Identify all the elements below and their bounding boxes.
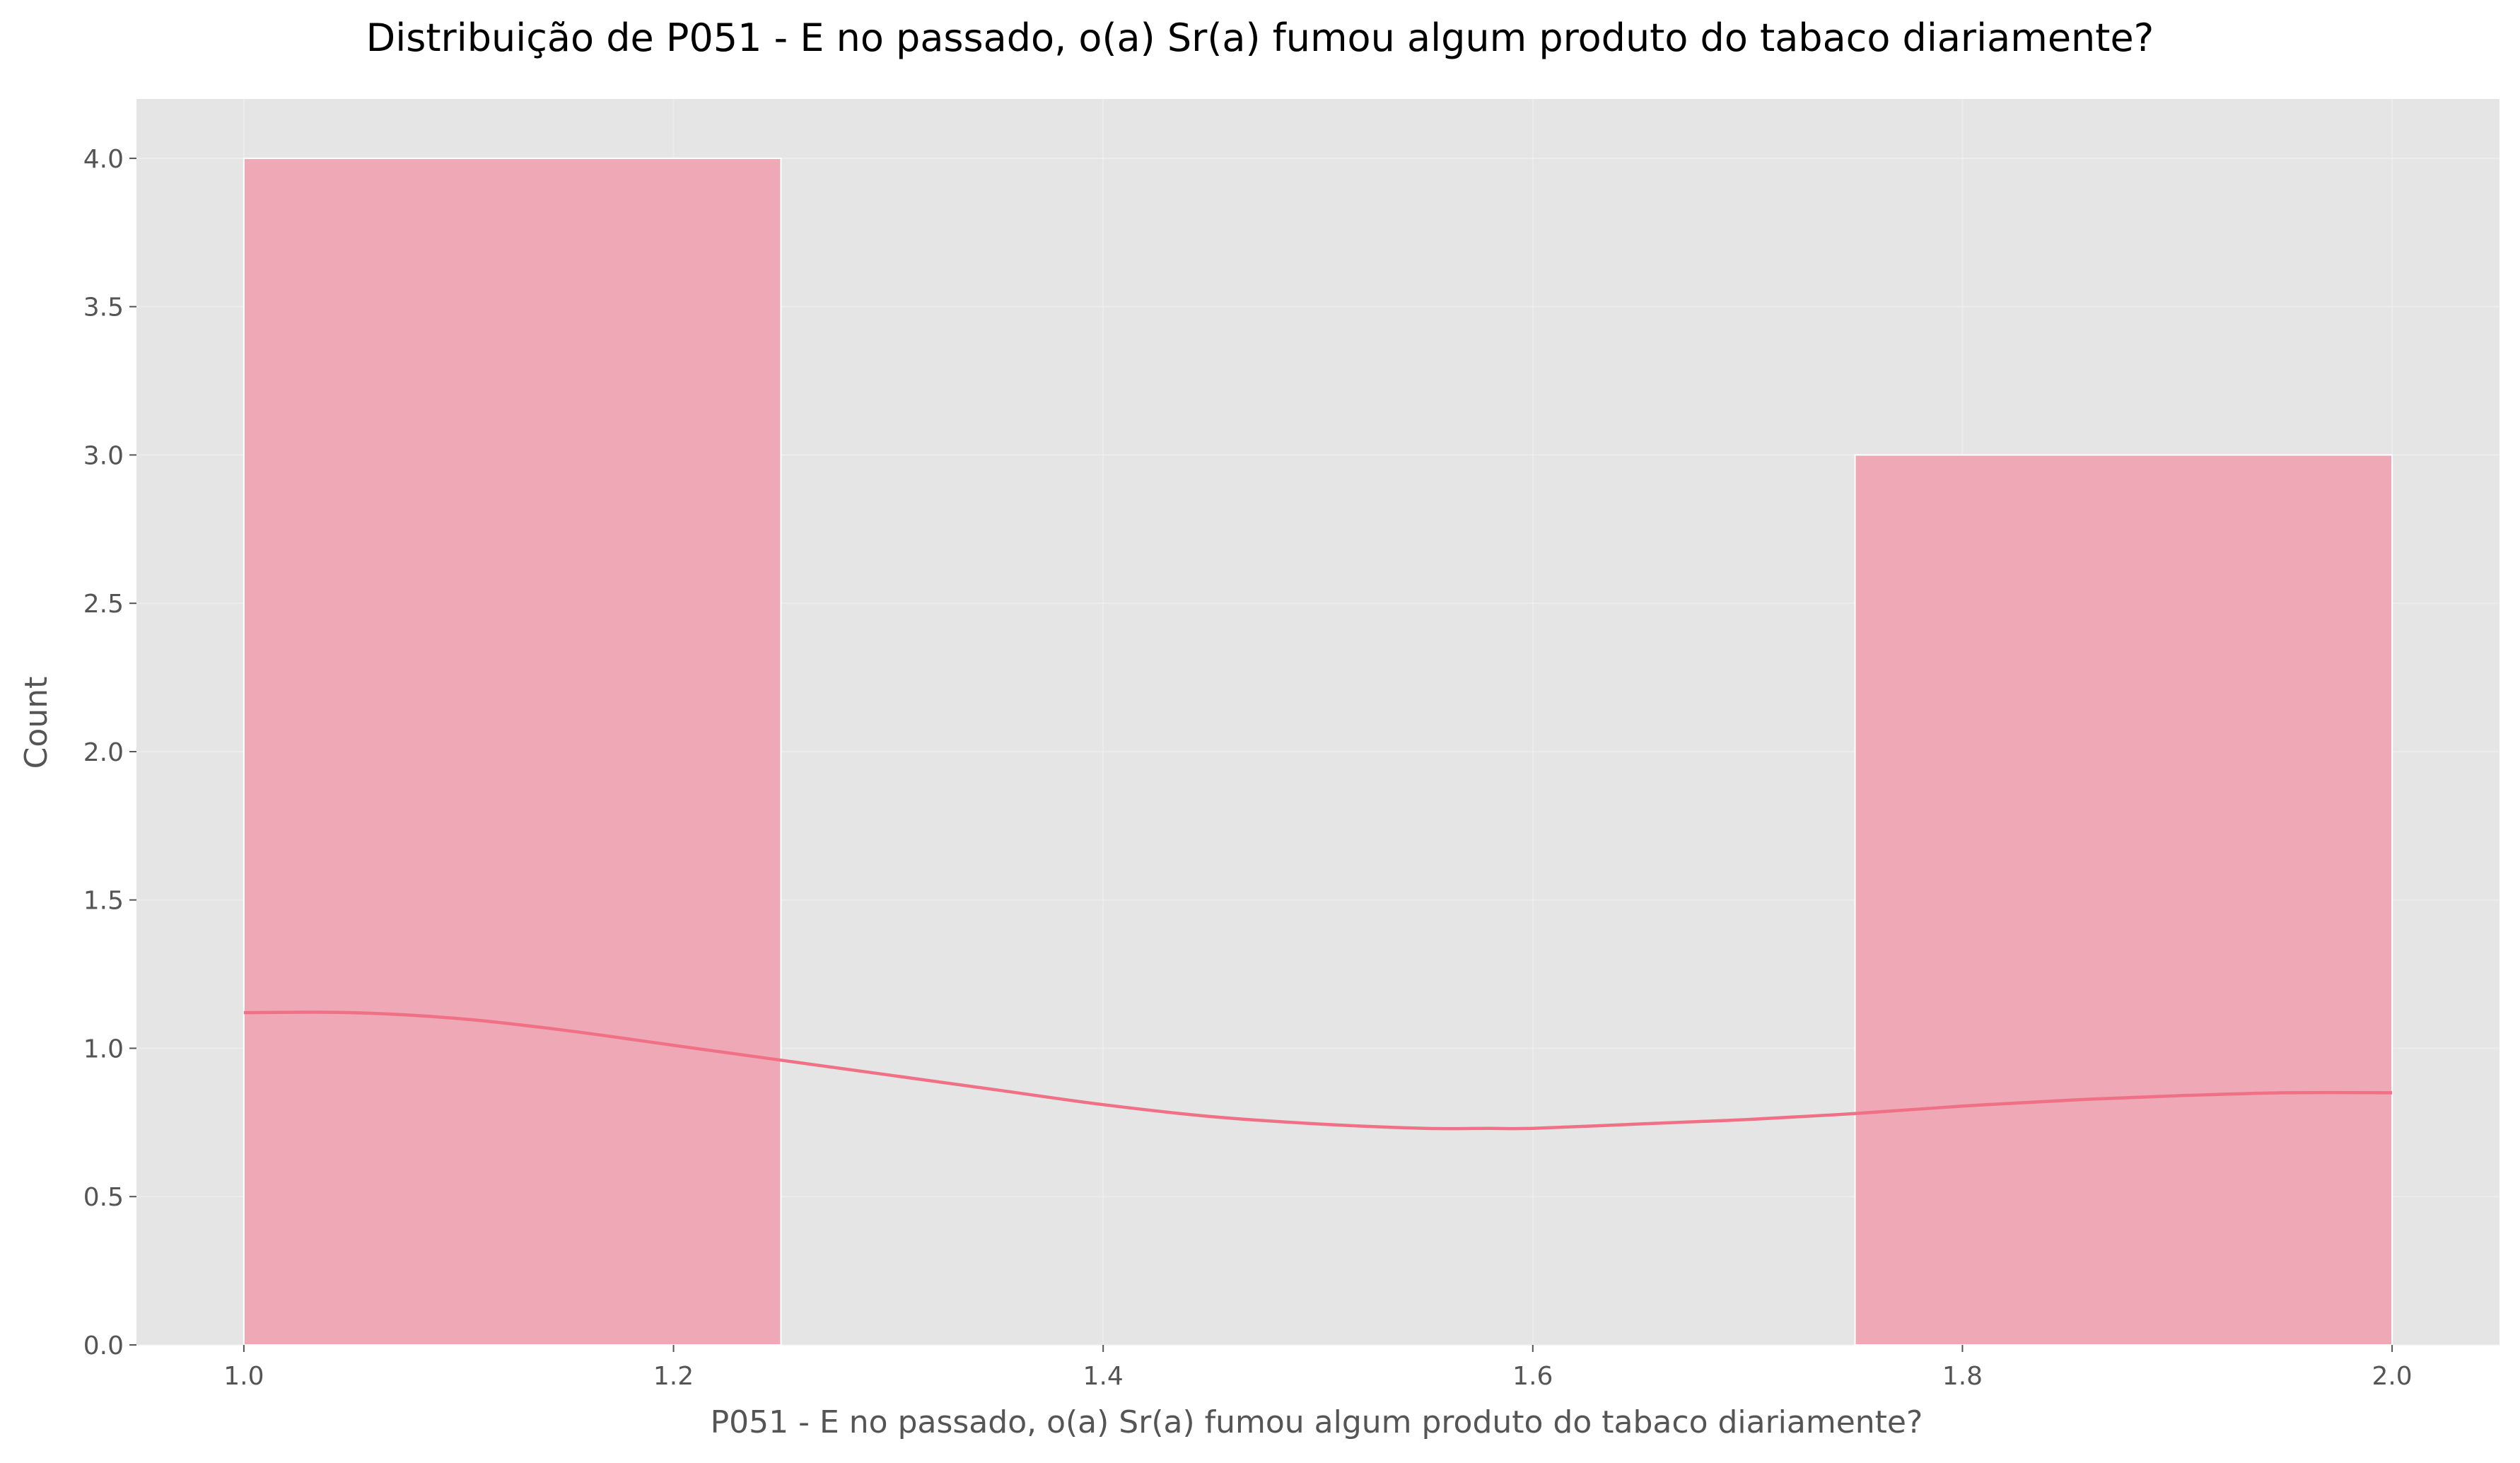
x-tick-label: 1.8 [1942,1362,1983,1391]
histogram-bar [1854,454,2393,1346]
histogram-bar [243,157,782,1346]
x-tick-label: 1.2 [653,1362,694,1391]
x-axis-ticks: 1.0 1.2 1.4 1.6 1.8 2.0 [223,1345,2413,1391]
y-axis-ticks: 0.0 0.5 1.0 1.5 2.0 2.5 3.0 3.5 4.0 [83,145,136,1360]
histogram-bars [243,157,2393,1346]
y-tick-label: 0.0 [83,1331,124,1360]
x-tick-label: 1.0 [223,1362,264,1391]
y-axis-label: Count [18,677,54,769]
y-tick-label: 2.0 [83,738,124,767]
y-tick-label: 3.5 [83,293,124,322]
chart-title: Distribuição de P051 - E no passado, o(a… [366,16,2154,60]
x-axis-label: P051 - E no passado, o(a) Sr(a) fumou al… [711,1404,1923,1440]
y-tick-label: 4.0 [83,145,124,174]
y-tick-label: 2.5 [83,590,124,619]
x-tick-label: 2.0 [2372,1362,2412,1391]
x-tick-label: 1.6 [1512,1362,1553,1391]
y-tick-label: 3.0 [83,441,124,470]
x-tick-label: 1.4 [1083,1362,1124,1391]
y-tick-label: 0.5 [83,1183,124,1212]
y-tick-label: 1.0 [83,1034,124,1063]
y-tick-label: 1.5 [83,887,124,916]
kde-curve [243,1010,2393,1131]
